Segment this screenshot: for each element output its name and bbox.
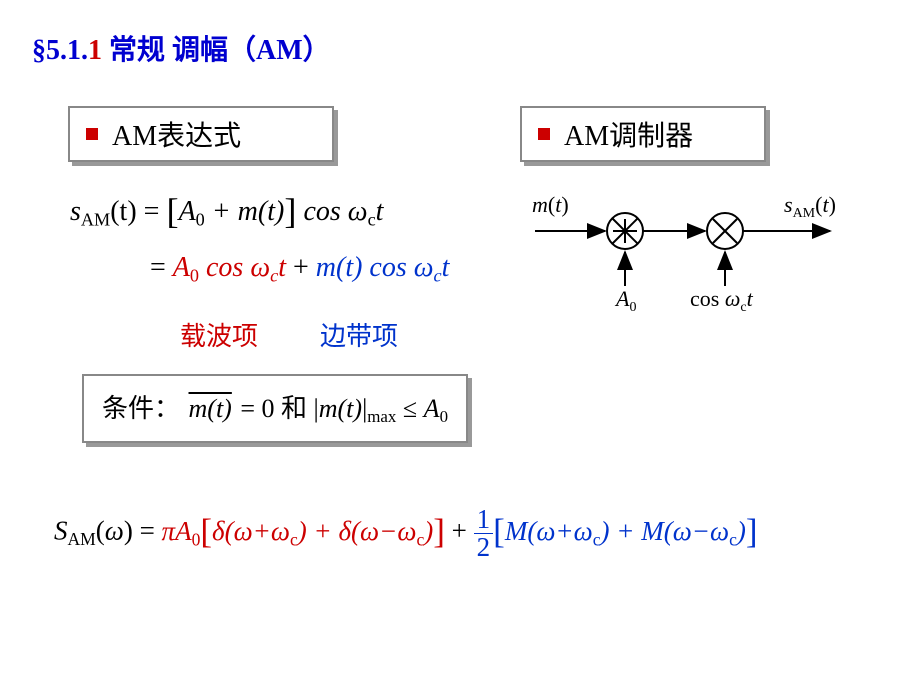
- equation-am-def: sAM(t) = [A0 + m(t)] cos ωct: [70, 190, 383, 232]
- spec-br-c: ]: [433, 512, 445, 551]
- spec-plus: +: [445, 516, 474, 546]
- eq-t-red: t: [278, 252, 286, 283]
- equation-am-expanded: = A0 cos ωct + m(t) cos ωct: [150, 252, 449, 286]
- eq-c: c: [368, 210, 376, 230]
- cond-mt: m(t): [189, 394, 232, 423]
- spec-br-o: [: [200, 512, 212, 551]
- spec-bc: ]: [746, 512, 758, 551]
- label-sideband-term: 边带项: [320, 316, 398, 353]
- modulator-diagram: m(t) A0 cos ωct sAM(t): [530, 186, 870, 316]
- eq-a0-red: 0: [190, 265, 199, 285]
- bullet-icon: [86, 128, 98, 140]
- title-red-number: 1: [88, 35, 102, 66]
- eq-t-blue: t: [442, 252, 450, 283]
- bullet-icon: [538, 128, 550, 140]
- eq-plus-mt: + m(t): [205, 196, 285, 227]
- frac-bot: 2: [474, 534, 494, 561]
- frac-top: 1: [474, 506, 494, 534]
- spectrum-red: πA0[δ(ω+ωc) + δ(ω−ωc)]: [162, 516, 445, 546]
- eq-c-red: c: [270, 265, 278, 285]
- spec-bc1: c: [593, 529, 601, 549]
- spec-bc2: c: [729, 529, 737, 549]
- spec-c2: c: [416, 529, 424, 549]
- slide: §5.1.1 常规 调幅（AM） AM表达式 AM调制器 sAM(t) = [A…: [0, 0, 920, 690]
- condition-mean: m(t): [187, 394, 234, 423]
- equation-spectrum: SAM(ω) = πA0[δ(ω+ωc) + δ(ω−ωc)] + 12[M(ω…: [54, 506, 758, 561]
- eq-t: t: [376, 196, 384, 227]
- eq-a: A: [179, 196, 196, 227]
- box-expression: AM表达式: [68, 106, 334, 162]
- eq-c-blue: c: [434, 265, 442, 285]
- slide-title: §5.1.1 常规 调幅（AM）: [32, 28, 331, 68]
- eq-equals: =: [150, 252, 173, 283]
- bracket-close: ]: [284, 191, 296, 231]
- label-carrier-term: 载波项: [180, 316, 258, 353]
- spec-c1: c: [290, 529, 298, 549]
- spectrum-blue: 12[M(ω+ωc) + M(ω−ωc)]: [474, 516, 758, 546]
- condition-leq: ≤: [403, 394, 424, 423]
- condition-and: 和: [281, 394, 314, 423]
- spec-sub: AM: [68, 529, 96, 549]
- diagram-a0-label: A0: [614, 286, 636, 315]
- eq-sub-am: AM: [81, 210, 110, 230]
- condition-a0: 0: [440, 407, 448, 426]
- spec-bo: [: [493, 512, 505, 551]
- eq-arg: (t) =: [110, 196, 166, 227]
- diagram-input-label: m(t): [532, 192, 569, 217]
- sideband-term: m(t) cos ωct: [316, 252, 450, 283]
- bracket-open: [: [166, 191, 178, 231]
- eq-cos: cos ω: [296, 196, 367, 227]
- condition-abs-mt: m(t): [319, 394, 362, 423]
- box-modulator-label: AM调制器: [564, 114, 693, 154]
- diagram-output-label: sAM(t): [784, 192, 836, 221]
- spec-s: S: [54, 516, 68, 546]
- box-modulator: AM调制器: [520, 106, 766, 162]
- carrier-term: A0 cos ωct: [173, 252, 286, 283]
- eq-s: s: [70, 196, 81, 227]
- condition-label: 条件：: [102, 394, 187, 423]
- eq-a-red: A: [173, 252, 190, 283]
- condition-max-sub: max: [367, 407, 396, 426]
- title-rest: 常规 调幅（AM）: [102, 35, 331, 66]
- title-prefix: §5.1.: [32, 35, 88, 66]
- condition-box: 条件： m(t) = 0 和 |m(t)|max ≤ A0: [82, 374, 468, 443]
- box-expression-label: AM表达式: [112, 114, 241, 154]
- eq-plus: +: [286, 252, 316, 283]
- eq-a0-sub: 0: [196, 210, 205, 230]
- diagram-carrier-label: cos ωct: [690, 286, 754, 315]
- condition-eq-zero: = 0: [240, 394, 281, 423]
